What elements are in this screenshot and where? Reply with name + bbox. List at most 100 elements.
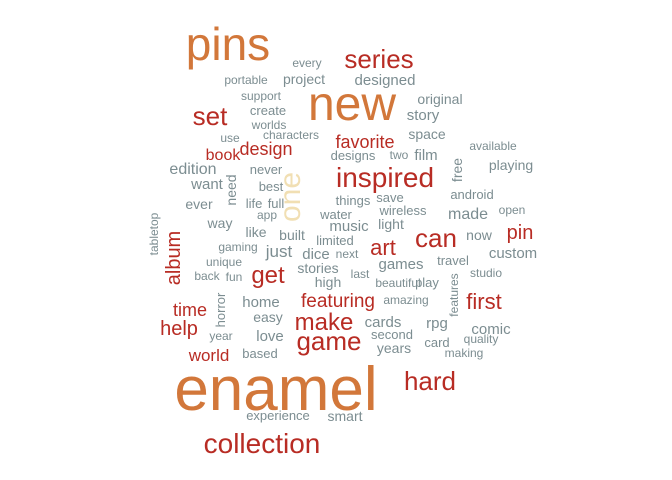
word-smart: smart — [328, 408, 363, 424]
word-life: life — [246, 196, 263, 211]
word-stories: stories — [297, 260, 338, 276]
word-inspired: inspired — [336, 162, 434, 193]
word-series: series — [344, 44, 413, 74]
word-story: story — [407, 107, 440, 124]
word-game: game — [296, 326, 361, 356]
word-love: love — [256, 328, 284, 345]
word-pin: pin — [507, 222, 534, 244]
word-easy: easy — [253, 309, 283, 325]
word-first: first — [466, 289, 501, 314]
word-features: features — [447, 273, 461, 316]
word-never: never — [250, 162, 283, 177]
word-make: make — [295, 309, 354, 336]
word-quality: quality — [464, 332, 499, 346]
word-travel: travel — [437, 253, 469, 268]
word-horror: horror — [213, 292, 228, 327]
word-project: project — [283, 71, 325, 87]
word-now: now — [466, 227, 493, 243]
word-beautiful: beautiful — [375, 276, 420, 290]
word-music: music — [329, 218, 369, 235]
word-limited: limited — [316, 233, 354, 248]
word-two: two — [390, 148, 409, 162]
word-time: time — [173, 300, 207, 320]
word-custom: custom — [489, 245, 537, 262]
word-portable: portable — [224, 73, 268, 87]
word-amazing: amazing — [383, 293, 428, 307]
word-wireless: wireless — [379, 203, 427, 218]
word-high: high — [315, 274, 341, 290]
word-back: back — [194, 269, 220, 283]
word-comic: comic — [471, 321, 511, 338]
word-last: last — [351, 267, 370, 281]
word-set: set — [193, 101, 228, 131]
word-designs: designs — [331, 148, 376, 163]
word-next: next — [336, 247, 359, 261]
word-open: open — [499, 203, 526, 217]
word-year: year — [209, 329, 232, 343]
word-available: available — [469, 139, 517, 153]
word-home: home — [242, 294, 280, 311]
word-get: get — [251, 262, 285, 289]
word-one: one — [274, 172, 307, 222]
word-making: making — [445, 346, 484, 360]
word-cards: cards — [365, 314, 402, 331]
word-new: new — [308, 78, 396, 131]
word-worlds: worlds — [251, 118, 287, 132]
word-made: made — [448, 206, 488, 223]
word-save: save — [376, 190, 403, 205]
word-free: free — [449, 158, 465, 182]
word-tabletop: tabletop — [147, 212, 161, 255]
word-things: things — [336, 193, 371, 208]
word-album: album — [163, 231, 185, 285]
word-best: best — [259, 179, 284, 194]
word-can: can — [415, 223, 457, 253]
word-hard: hard — [404, 366, 456, 396]
word-create: create — [250, 103, 286, 118]
word-fun: fun — [226, 270, 243, 284]
word-help: help — [160, 318, 198, 340]
word-book: book — [206, 147, 242, 164]
word-original: original — [417, 91, 462, 107]
word-years: years — [377, 340, 411, 356]
word-art: art — [370, 235, 396, 260]
word-want: want — [190, 176, 224, 193]
word-support: support — [241, 89, 282, 103]
word-studio: studio — [470, 266, 502, 280]
word-play: play — [415, 275, 439, 290]
word-favorite: favorite — [335, 132, 394, 152]
word-world: world — [188, 346, 230, 365]
word-edition: edition — [169, 161, 216, 178]
word-collection: collection — [204, 428, 321, 459]
word-every: every — [292, 56, 321, 70]
word-characters: characters — [263, 128, 319, 142]
word-designed: designed — [355, 72, 416, 89]
word-playing: playing — [489, 157, 533, 173]
word-just: just — [265, 242, 293, 261]
word-enamel: enamel — [174, 355, 377, 424]
word-rpg: rpg — [426, 315, 448, 332]
word-water: water — [319, 207, 352, 222]
word-android: android — [450, 187, 493, 202]
word-need: need — [223, 174, 239, 205]
word-gaming: gaming — [218, 240, 257, 254]
word-full: full — [268, 196, 285, 211]
word-experience: experience — [246, 408, 310, 423]
word-way: way — [207, 215, 233, 231]
word-unique: unique — [206, 255, 242, 269]
word-games: games — [378, 256, 423, 273]
word-space: space — [408, 126, 446, 142]
word-pins: pins — [186, 18, 270, 70]
word-second: second — [371, 327, 413, 342]
word-use: use — [220, 131, 240, 145]
word-ever: ever — [185, 196, 213, 212]
word-film: film — [414, 147, 437, 164]
word-dice: dice — [302, 246, 330, 263]
word-light: light — [378, 216, 404, 232]
word-app: app — [257, 208, 277, 222]
word-built: built — [279, 227, 305, 243]
word-featuring: featuring — [301, 291, 375, 312]
word-design: design — [239, 139, 292, 159]
word-card: card — [424, 335, 449, 350]
word-based: based — [242, 346, 277, 361]
